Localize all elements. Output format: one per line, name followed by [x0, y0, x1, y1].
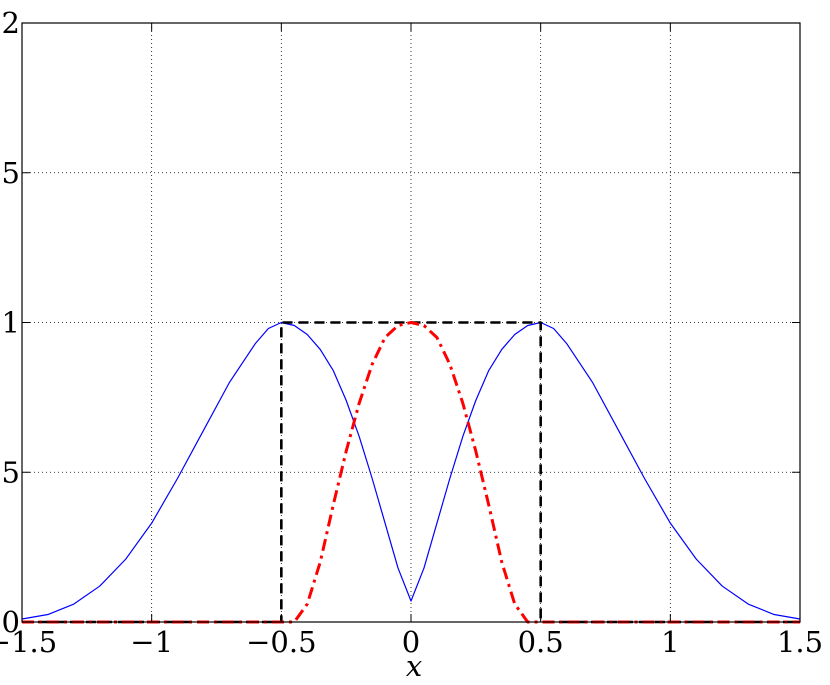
series-line-3 [22, 321, 800, 624]
x-tick-label: −0.5 [246, 625, 316, 659]
y-tick-label: 0 [2, 605, 20, 639]
y-tick-label: 0.5 [0, 455, 20, 489]
y-tick-label: 1 [2, 306, 20, 340]
x-axis-label: x [406, 649, 422, 683]
tick-marks [21, 22, 801, 623]
x-tick-label: 1.5 [777, 625, 823, 659]
y-tick-label: 2 [2, 6, 20, 40]
x-tick-label: −1 [130, 625, 173, 659]
series-line-1 [21, 321, 801, 620]
x-tick-label: −1.5 [0, 625, 57, 659]
x-tick-label: 0.5 [518, 625, 564, 659]
y-tick-labels: 0 0.5 1 1.5 2 [0, 6, 20, 639]
x-tick-labels: −1.5 −1 −0.5 0 0.5 1 1.5 [0, 625, 823, 659]
x-tick-label: 0 [402, 625, 420, 659]
y-tick-label: 1.5 [0, 156, 20, 190]
x-tick-label: 1 [661, 625, 679, 659]
